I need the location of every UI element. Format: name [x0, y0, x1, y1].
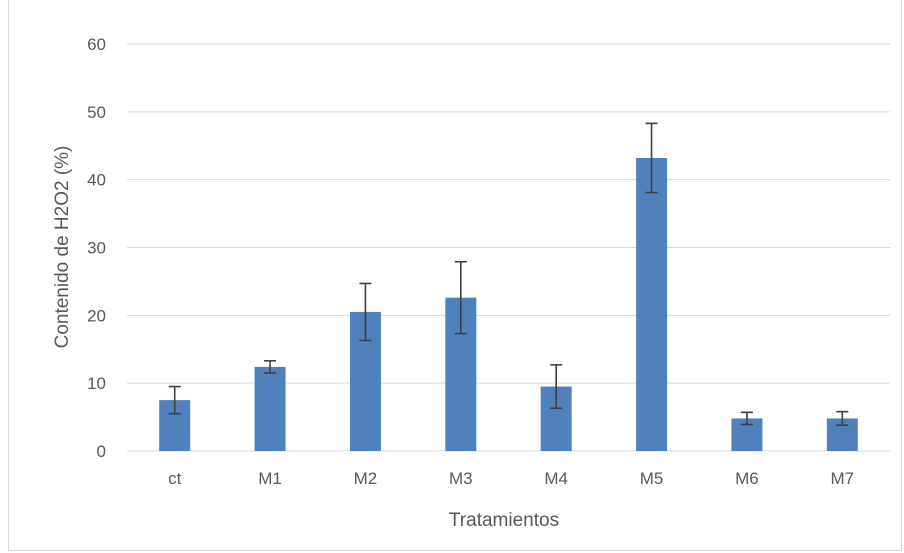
y-tick-label: 30 — [87, 239, 106, 258]
x-tick-label: M3 — [449, 469, 473, 488]
y-tick-label: 60 — [87, 35, 106, 54]
y-tick-label: 0 — [97, 442, 106, 461]
x-tick-label: M1 — [258, 469, 282, 488]
y-axis-title: Contenido de H2O2 (%) — [52, 146, 73, 349]
bar — [636, 157, 668, 451]
bar — [254, 366, 286, 451]
x-axis-ticks: ct M1 M2 M3 M4 M5 M6 M7 — [168, 469, 854, 488]
x-tick-label: M6 — [735, 469, 759, 488]
x-tick-label: M2 — [354, 469, 378, 488]
y-tick-label: 40 — [87, 171, 106, 190]
x-tick-label: M4 — [544, 469, 568, 488]
y-tick-label: 20 — [87, 306, 106, 325]
y-tick-label: 10 — [87, 374, 106, 393]
y-tick-label: 50 — [87, 103, 106, 122]
error-bars — [168, 122, 849, 427]
x-tick-label: ct — [168, 469, 182, 488]
chart-frame — [8, 0, 902, 551]
x-tick-label: M7 — [831, 469, 855, 488]
y-axis-ticks: 0 10 20 30 40 50 60 — [87, 35, 106, 461]
bars — [159, 157, 858, 451]
x-tick-label: M5 — [640, 469, 664, 488]
gridlines — [127, 43, 890, 452]
x-axis-title: Tratamientos — [449, 510, 559, 531]
